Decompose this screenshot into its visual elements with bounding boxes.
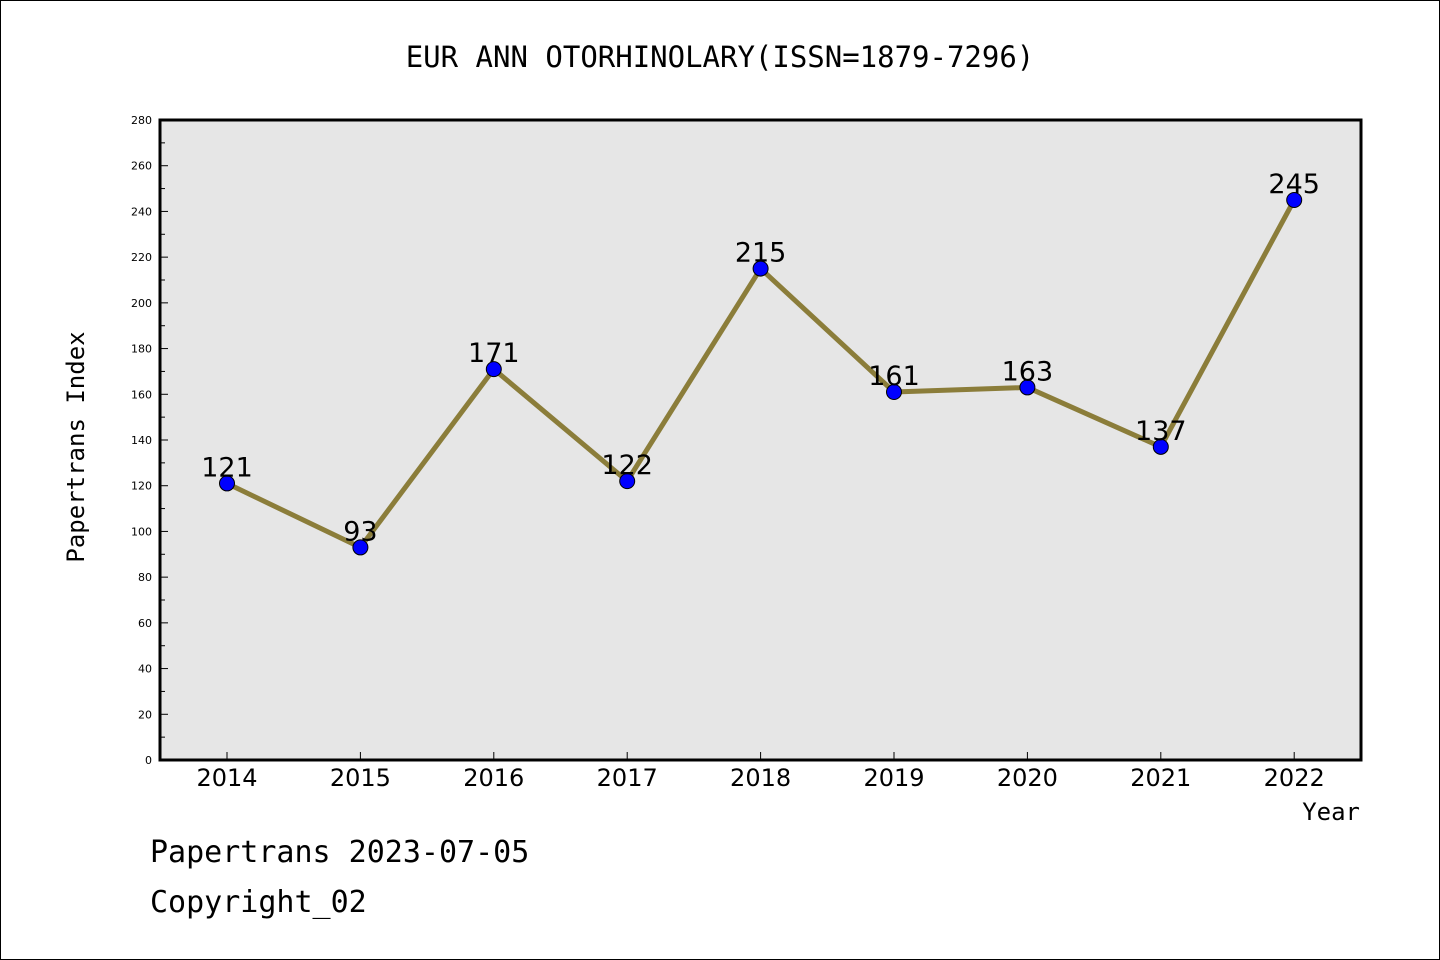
- chart-title: EUR ANN OTORHINOLARY(ISSN=1879-7296): [406, 40, 1035, 74]
- footer-copyright: Copyright_02: [150, 885, 367, 920]
- data-label: 121: [201, 452, 253, 483]
- x-tick-label: 2018: [730, 764, 791, 792]
- x-tick-label: 2020: [997, 764, 1058, 792]
- y-tick-label: 160: [131, 388, 152, 401]
- y-tick-label: 60: [138, 617, 152, 630]
- y-axis-title: Papertrans Index: [62, 331, 90, 562]
- data-label: 171: [468, 338, 520, 369]
- data-point: [352, 539, 369, 556]
- x-tick-label: 2022: [1264, 764, 1325, 792]
- y-tick-label: 220: [131, 251, 152, 264]
- data-point: [886, 384, 902, 400]
- x-tick-label: 2014: [196, 764, 257, 792]
- data-label: 137: [1135, 416, 1187, 447]
- x-axis: 2014 2015 2016 2017 2018 2019 2020 2021 2022: [196, 752, 1325, 792]
- series-layer: 121 93 171 122 215 161 163 137 245: [201, 169, 1320, 556]
- y-tick-label: 120: [131, 480, 152, 493]
- y-tick-label: 80: [138, 571, 152, 584]
- footer-date: Papertrans 2023-07-05: [150, 835, 530, 870]
- data-point: [1152, 438, 1169, 455]
- y-tick-label: 140: [131, 434, 152, 447]
- data-label: 163: [1002, 356, 1054, 387]
- plot-border: [158, 118, 1363, 762]
- data-label: 215: [735, 238, 787, 269]
- y-tick-label: 280: [131, 114, 152, 127]
- x-tick-label: 2016: [463, 764, 524, 792]
- x-tick-label: 2017: [597, 764, 658, 792]
- x-tick-label: 2015: [330, 764, 391, 792]
- data-point: [1286, 192, 1303, 208]
- data-point: [485, 361, 502, 378]
- data-point: [1019, 379, 1036, 396]
- y-tick-label: 100: [131, 525, 152, 538]
- y-tick-label: 200: [131, 297, 152, 310]
- y-tick-label: 20: [138, 708, 152, 721]
- y-tick-label: 260: [131, 160, 152, 173]
- data-label: 161: [868, 361, 920, 392]
- data-label: 122: [601, 450, 653, 481]
- x-tick-label: 2019: [863, 764, 924, 792]
- y-tick-label: 240: [131, 205, 152, 218]
- x-tick-label: 2021: [1130, 764, 1191, 792]
- y-tick-label: 40: [138, 663, 152, 676]
- data-point: [619, 473, 636, 490]
- data-label: 93: [343, 516, 377, 547]
- data-point: [752, 260, 769, 277]
- data-point: [219, 475, 235, 492]
- y-axis: 0 20 40 60 80 100 120 140 160 180 200 220 240 260 280: [131, 114, 168, 767]
- data-label: 245: [1268, 169, 1320, 200]
- x-axis-title: Year: [1302, 798, 1360, 826]
- y-tick-label: 0: [145, 754, 152, 767]
- y-tick-label: 180: [131, 343, 152, 356]
